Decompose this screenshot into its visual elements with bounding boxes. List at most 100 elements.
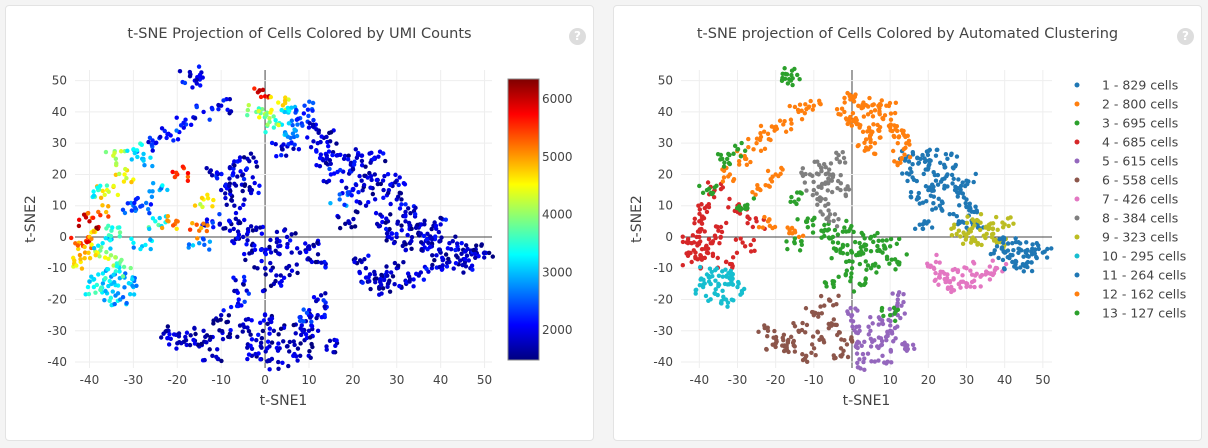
data-point — [974, 217, 980, 223]
data-point — [274, 236, 280, 242]
data-point — [411, 277, 416, 282]
data-point — [987, 277, 993, 282]
legend-item: 10 - 295 cells — [1102, 249, 1186, 264]
help-icon[interactable]: ? — [1177, 28, 1194, 45]
data-point — [349, 225, 354, 230]
data-point — [849, 271, 854, 276]
data-point — [714, 183, 719, 188]
data-point — [198, 202, 203, 207]
data-point — [190, 243, 196, 248]
data-point — [316, 130, 321, 136]
data-point — [694, 287, 699, 292]
data-point — [75, 243, 81, 248]
data-point — [252, 243, 257, 248]
y-tick-label: 20 — [52, 167, 67, 181]
data-point — [910, 175, 915, 180]
data-point — [145, 207, 151, 212]
data-point — [810, 192, 815, 198]
y-tick-label: -10 — [653, 261, 673, 275]
data-point — [393, 172, 398, 178]
data-point — [784, 343, 789, 349]
data-point — [159, 225, 165, 231]
data-point — [758, 148, 764, 153]
data-point — [901, 146, 906, 152]
data-point — [847, 94, 853, 99]
data-point — [875, 230, 880, 236]
data-point — [147, 135, 153, 140]
data-point — [864, 267, 869, 272]
data-point — [399, 197, 404, 202]
data-point — [992, 248, 997, 253]
data-point — [96, 272, 101, 277]
data-point — [819, 185, 824, 190]
data-point — [861, 114, 867, 119]
data-point — [867, 95, 872, 101]
data-point — [106, 256, 111, 262]
data-point — [426, 240, 431, 246]
data-point — [244, 166, 250, 171]
data-point — [374, 221, 380, 227]
data-point — [194, 222, 199, 227]
data-point — [724, 220, 729, 226]
data-point — [394, 231, 399, 237]
data-point — [904, 141, 909, 146]
data-point — [106, 189, 111, 194]
data-point — [242, 324, 247, 330]
data-point — [739, 288, 745, 294]
data-point — [388, 212, 393, 217]
data-point — [872, 233, 877, 239]
data-point — [429, 226, 434, 232]
data-point — [216, 106, 221, 112]
legend-item: 8 - 384 cells — [1102, 211, 1178, 226]
data-point — [731, 178, 736, 184]
data-point — [800, 233, 806, 238]
data-point — [197, 72, 203, 78]
data-point — [978, 284, 983, 289]
data-point — [108, 233, 114, 239]
data-point — [306, 125, 312, 130]
data-point — [257, 88, 262, 93]
data-point — [86, 250, 91, 255]
legend-marker — [1074, 101, 1080, 107]
data-point — [131, 245, 136, 250]
data-point — [98, 195, 104, 201]
data-point — [249, 337, 255, 342]
data-point — [896, 262, 901, 267]
data-point — [1000, 220, 1005, 225]
data-point — [702, 229, 707, 234]
data-point — [789, 72, 794, 78]
data-point — [248, 224, 254, 229]
data-point — [891, 305, 897, 311]
data-point — [848, 248, 854, 254]
data-point — [465, 246, 470, 252]
data-point — [851, 99, 857, 104]
data-point — [799, 242, 804, 247]
data-point — [844, 342, 850, 347]
data-point — [736, 279, 741, 285]
data-point — [250, 175, 255, 180]
data-point — [117, 230, 123, 235]
data-point — [748, 159, 753, 165]
data-point — [876, 335, 882, 340]
legend-marker — [1074, 291, 1080, 297]
data-point — [360, 280, 365, 285]
data-point — [128, 265, 133, 271]
data-point — [823, 171, 829, 177]
data-point — [263, 247, 269, 252]
data-point — [819, 311, 825, 316]
data-point — [245, 345, 250, 350]
data-point — [844, 218, 849, 224]
data-point — [810, 230, 816, 235]
data-point — [997, 237, 1002, 242]
data-point — [804, 322, 810, 328]
data-point — [83, 215, 89, 220]
data-point — [303, 249, 309, 255]
data-point — [210, 107, 215, 112]
help-icon[interactable]: ? — [569, 28, 586, 45]
data-point — [936, 282, 941, 287]
data-point — [916, 190, 922, 196]
data-point — [69, 235, 74, 241]
data-point — [267, 115, 272, 121]
data-point — [259, 231, 265, 236]
data-point — [279, 107, 284, 113]
